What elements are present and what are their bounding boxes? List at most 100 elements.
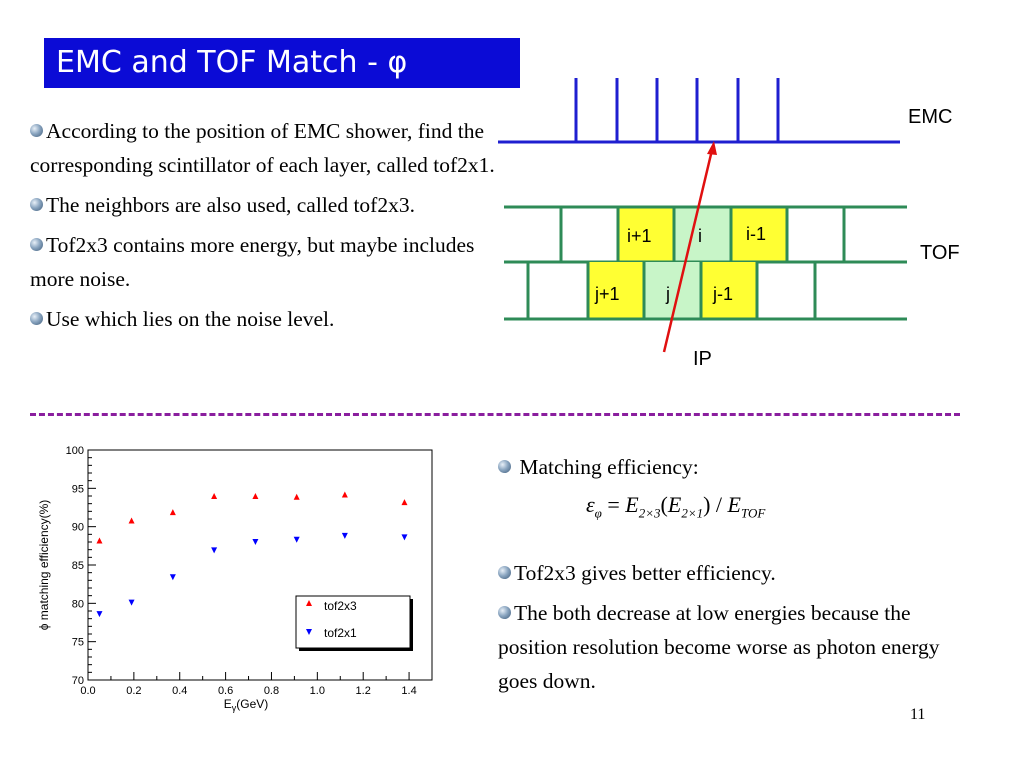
bullet-text: Matching efficiency: <box>519 455 699 479</box>
bullet-item: Use which lies on the noise level. <box>30 302 500 336</box>
data-point-tof2x3 <box>128 517 135 524</box>
slide-title: EMC and TOF Match - φ <box>44 38 520 88</box>
bullet-item: The neighbors are also used, called tof2… <box>30 188 500 222</box>
data-point-tof2x3 <box>293 493 300 500</box>
emc-label: EMC <box>908 106 952 128</box>
x-label-main: E <box>224 697 232 711</box>
data-point-tof2x1 <box>401 534 408 541</box>
bullet-text: According to the position of EMC shower,… <box>30 119 495 177</box>
bullet-text: Tof2x3 contains more energy, but maybe i… <box>30 233 475 291</box>
y-tick-label: 100 <box>66 445 84 457</box>
data-point-tof2x1 <box>293 536 300 543</box>
x-tick-label: 0.2 <box>126 685 141 697</box>
bullet-item: Matching efficiency: <box>498 450 968 484</box>
emc-layer <box>498 78 900 144</box>
x-tick-label: 0.4 <box>172 685 187 697</box>
x-axis-label: Eγ(GeV) <box>224 697 269 713</box>
legend-marker-tof2x3 <box>306 600 312 606</box>
legend-label-tof2x1: tof2x1 <box>324 626 357 640</box>
formula-e3-sub: TOF <box>741 505 766 521</box>
cell-label-j-minus-1: j-1 <box>712 284 733 304</box>
chart-legend: tof2x3 tof2x1 <box>295 595 413 651</box>
legend-marker-tof2x1 <box>306 629 312 635</box>
bullet-ball-icon <box>30 312 43 325</box>
bullet-item: Tof2x3 contains more energy, but maybe i… <box>30 228 500 296</box>
data-point-tof2x1 <box>96 611 103 618</box>
data-point-tof2x3 <box>252 493 259 499</box>
y-tick-label: 75 <box>72 637 84 649</box>
tof-cell-i-plus-1 <box>618 207 674 262</box>
data-points <box>96 491 408 618</box>
tof-lower-layer <box>504 262 907 321</box>
x-label-sub: γ <box>232 703 237 713</box>
cell-label-i-minus-1: i-1 <box>746 224 766 244</box>
tof-cell-i-minus-1 <box>731 207 787 262</box>
bullet-text: The neighbors are also used, called tof2… <box>46 193 415 217</box>
cell-label-i: i <box>698 226 702 246</box>
data-point-tof2x1 <box>252 539 259 545</box>
data-point-tof2x3 <box>341 491 348 498</box>
data-point-tof2x1 <box>169 574 176 581</box>
tof-cell-j-minus-1 <box>701 262 757 319</box>
cell-label-j-plus-1: j+1 <box>594 284 620 304</box>
formula-slash: / <box>715 492 723 517</box>
y-tick-label: 70 <box>72 675 84 687</box>
bullet-ball-icon <box>30 198 43 211</box>
cell-label-j: j <box>665 284 670 304</box>
data-point-tof2x3 <box>211 493 218 499</box>
y-tick-label: 90 <box>72 522 84 534</box>
y-tick-label: 80 <box>72 598 84 610</box>
x-tick-label: 1.2 <box>356 685 371 697</box>
data-point-tof2x1 <box>211 547 218 554</box>
formula-e3: E <box>727 492 741 517</box>
tof-label: TOF <box>920 242 960 264</box>
bullet-ball-icon <box>30 238 43 251</box>
ip-label: IP <box>693 348 712 370</box>
formula-right-paren: ) <box>703 492 711 517</box>
section-divider <box>30 413 960 416</box>
bullet-text: The both decrease at low energies becaus… <box>498 601 940 693</box>
bullet-text: Use which lies on the noise level. <box>46 307 335 331</box>
bullet-ball-icon <box>498 606 511 619</box>
y-tick-label: 85 <box>72 560 84 572</box>
formula-e1-sub: 2×3 <box>638 505 661 521</box>
cell-label-i-plus-1: i+1 <box>627 226 652 246</box>
data-point-tof2x1 <box>341 532 348 539</box>
x-tick-label: 0.8 <box>264 685 279 697</box>
formula-epsilon: ε <box>586 492 595 517</box>
tof-upper-layer <box>504 205 907 264</box>
formula-e1: E <box>625 492 639 517</box>
x-tick-label: 0.0 <box>80 685 95 697</box>
x-label-unit: (GeV) <box>236 697 268 711</box>
bullet-item: According to the position of EMC shower,… <box>30 114 500 182</box>
tof-cell-j <box>644 262 701 319</box>
tof-cell-i <box>674 207 731 262</box>
formula-equals: = <box>607 492 620 517</box>
page-number: 11 <box>910 706 926 723</box>
data-point-tof2x3 <box>96 537 103 544</box>
data-point-tof2x1 <box>128 599 135 606</box>
bullet-text: Tof2x3 gives better efficiency. <box>514 561 776 585</box>
bullet-ball-icon <box>498 566 511 579</box>
legend-label-tof2x3: tof2x3 <box>324 599 357 613</box>
y-tick-label: 95 <box>72 483 84 495</box>
formula-phi-sub: φ <box>594 505 602 521</box>
x-tick-label: 1.0 <box>310 685 325 697</box>
tof-cell-j-plus-1 <box>588 262 644 319</box>
formula-e2-sub: 2×1 <box>681 505 704 521</box>
y-axis-label: ϕ matching efficiency(%) <box>37 500 51 631</box>
data-point-tof2x3 <box>401 499 408 506</box>
bullet-item: The both decrease at low energies becaus… <box>498 596 968 698</box>
efficiency-chart: 70 75 80 85 90 95 100 0.0 0.2 0.4 0.6 0.8 1.0 1.2 1.4… <box>34 436 434 716</box>
emc-tof-diagram: EMC i+1 i i-1 TOF j+1 j j-1 IP <box>498 78 960 370</box>
bullet-item: Tof2x3 gives better efficiency. <box>498 556 968 590</box>
formula-e2: E <box>667 492 682 517</box>
right-text-column: Matching efficiency: Tof2x3 gives better… <box>498 450 968 704</box>
data-point-tof2x3 <box>169 509 176 516</box>
x-axis-ticks: 0.0 0.2 0.4 0.6 0.8 1.0 1.2 1.4 <box>80 672 417 697</box>
formula-left-paren: ( <box>660 492 668 517</box>
left-bullet-list: According to the position of EMC shower,… <box>30 114 500 342</box>
efficiency-formula: εφ = E2×3(E2×1) / ETOF <box>586 492 765 521</box>
bullet-ball-icon <box>498 460 511 473</box>
bullet-ball-icon <box>30 124 43 137</box>
